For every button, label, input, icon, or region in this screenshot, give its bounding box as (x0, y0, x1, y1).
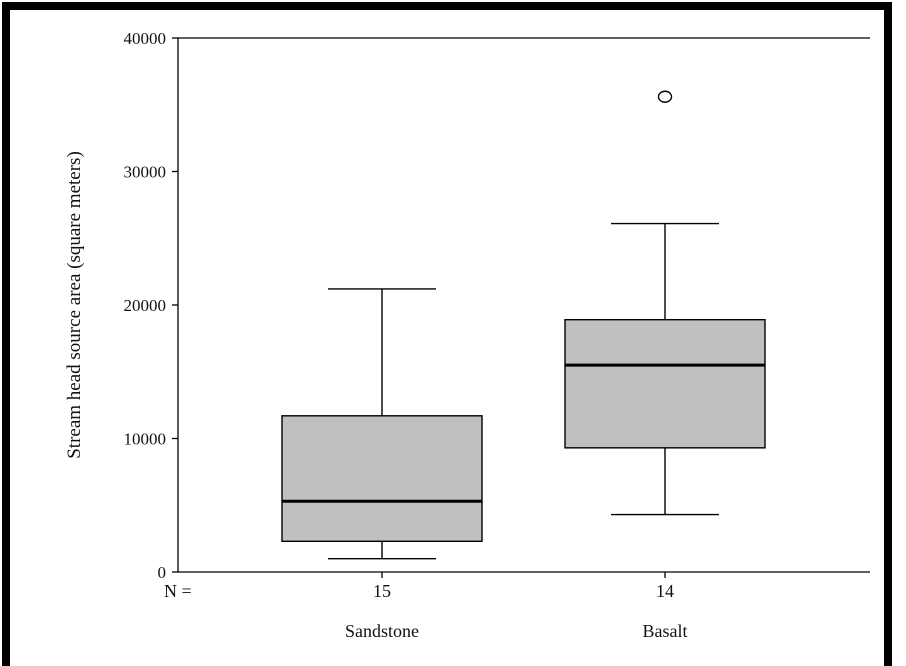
y-tick-label: 10000 (124, 430, 167, 449)
y-axis-label: Stream head source area (square meters) (64, 151, 85, 459)
y-ticks: 0 10000 20000 30000 40000 (124, 29, 178, 582)
y-tick-label: 0 (158, 563, 167, 582)
y-tick-label: 20000 (124, 296, 167, 315)
y-tick-label: 30000 (124, 163, 167, 182)
boxes (281, 90, 766, 560)
iqr-box (564, 318, 766, 449)
box-sandstone (281, 288, 483, 560)
n-value-label: 14 (656, 581, 674, 601)
x-labels: 15 Sandstone 14 Basalt (345, 572, 688, 641)
category-label: Sandstone (345, 621, 419, 641)
category-label: Basalt (643, 621, 688, 641)
outlier-point (657, 90, 673, 103)
n-label: N = (164, 581, 192, 601)
box-basalt (564, 90, 766, 516)
y-tick-label: 40000 (124, 29, 167, 48)
iqr-box (281, 415, 483, 542)
n-value-label: 15 (373, 581, 391, 601)
